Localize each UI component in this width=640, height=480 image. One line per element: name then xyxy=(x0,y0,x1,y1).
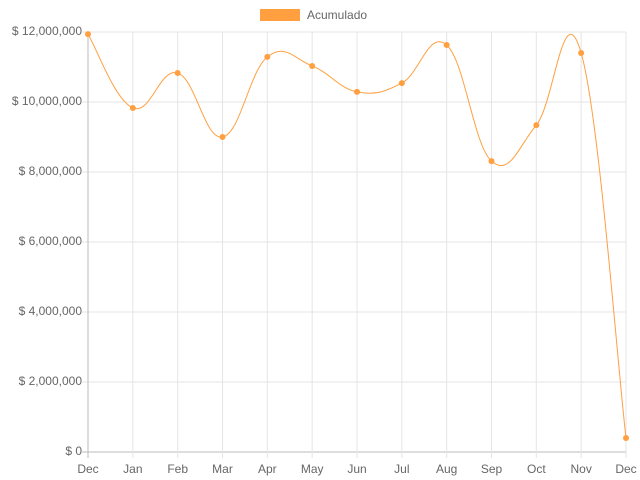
point xyxy=(398,80,405,87)
x-tick-label: Dec xyxy=(615,462,636,476)
y-tick-label: $ 8,000,000 xyxy=(19,164,83,178)
x-tick-label: Mar xyxy=(212,462,233,476)
y-tick-label: $ 10,000,000 xyxy=(12,94,82,108)
x-tick-label: Jun xyxy=(347,462,366,476)
y-tick-label: $ 4,000,000 xyxy=(19,304,83,318)
x-tick-label: Aug xyxy=(436,462,457,476)
x-tick-label: Dec xyxy=(77,462,98,476)
x-tick-label: Apr xyxy=(258,462,277,476)
point xyxy=(354,88,360,95)
point xyxy=(309,62,316,69)
point xyxy=(129,104,136,111)
point xyxy=(264,53,271,60)
point xyxy=(578,50,585,56)
x-tick-label: Jan xyxy=(123,462,142,476)
point xyxy=(85,31,91,38)
point xyxy=(623,435,629,441)
point xyxy=(533,122,540,129)
x-tick-label: Sep xyxy=(481,462,503,476)
y-tick-label: $ 2,000,000 xyxy=(19,374,83,388)
legend-label[interactable]: Acumulado xyxy=(307,8,367,22)
x-tick-label: May xyxy=(301,462,324,476)
point xyxy=(488,158,495,165)
x-tick-label: Oct xyxy=(527,462,546,476)
y-tick-label: $ 6,000,000 xyxy=(19,234,83,248)
x-tick-label: Feb xyxy=(167,462,188,476)
point xyxy=(443,41,450,48)
y-tick-label: $ 12,000,000 xyxy=(12,24,82,38)
x-tick-label: Jul xyxy=(394,462,409,476)
point xyxy=(219,134,226,140)
legend-swatch[interactable] xyxy=(260,9,300,21)
y-tick-label: $ 0 xyxy=(65,444,82,458)
point xyxy=(174,69,181,76)
x-tick-label: Nov xyxy=(570,462,591,476)
